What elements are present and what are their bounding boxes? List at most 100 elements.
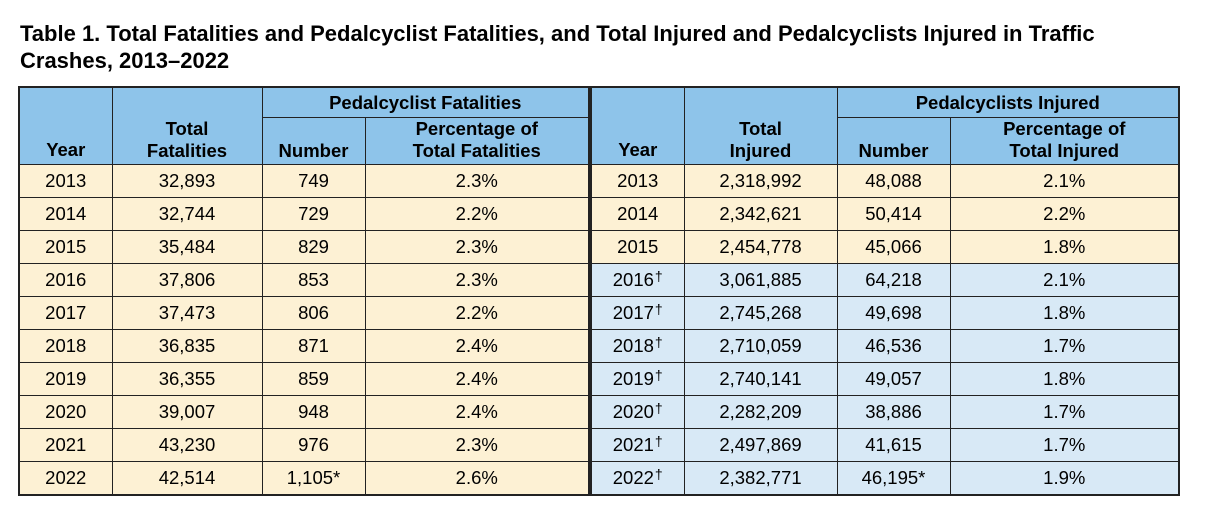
pedalcyclists-injured-number-cell: 49,698 xyxy=(836,296,951,330)
pedalcyclist-fatalities-number-cell: 806 xyxy=(261,296,366,330)
total-fatalities-cell: 37,806 xyxy=(111,263,263,297)
table-row: 2017 37,473 806 2.2% xyxy=(18,296,590,330)
table-row: 2019† 2,740,141 49,057 1.8% xyxy=(590,362,1180,396)
pedalcyclist-fatalities-number-cell: 853 xyxy=(261,263,366,297)
total-fatalities-cell: 32,893 xyxy=(111,164,263,198)
year-value: 2017 xyxy=(612,302,654,323)
pedalcyclist-fatalities-number-cell: 749 xyxy=(261,164,366,198)
year-value: 2020 xyxy=(612,401,654,422)
total-fatalities-cell: 35,484 xyxy=(111,230,263,264)
year-cell: 2020 xyxy=(18,395,113,429)
injured-table: Year Total Injured Pedalcyclists Injured… xyxy=(590,86,1180,496)
year-cell: 2017† xyxy=(590,296,685,330)
year-cell: 2015 xyxy=(18,230,113,264)
total-injured-cell: 2,710,059 xyxy=(683,329,838,363)
table-row: 2022† 2,382,771 46,195* 1.9% xyxy=(590,461,1180,496)
col-year-header: Year xyxy=(18,86,113,165)
table-title: Table 1. Total Fatalities and Pedalcycli… xyxy=(20,21,1095,73)
year-value: 2013 xyxy=(617,170,659,191)
pedalcyclists-injured-pct-cell: 1.7% xyxy=(949,329,1180,363)
year-cell: 2013 xyxy=(18,164,113,198)
pedalcyclists-injured-number-cell: 64,218 xyxy=(836,263,951,297)
col-pct-fatalities-header: Percentage of Total Fatalities xyxy=(364,117,590,165)
year-cell: 2019† xyxy=(590,362,685,396)
pedalcyclist-fatalities-group-header: Pedalcyclist Fatalities xyxy=(261,86,590,118)
fatalities-table: Year Total Fatalities Pedalcyclist Fatal… xyxy=(18,86,590,496)
pedalcyclist-fatalities-number-cell: 871 xyxy=(261,329,366,363)
year-value: 2015 xyxy=(617,236,659,257)
col-pct-injured-header: Percentage of Total Injured xyxy=(949,117,1180,165)
year-cell: 2021† xyxy=(590,428,685,462)
dagger-mark: † xyxy=(654,268,663,284)
total-fatalities-cell: 39,007 xyxy=(111,395,263,429)
year-cell: 2022† xyxy=(590,461,685,496)
col-total-injured-header: Total Injured xyxy=(683,86,838,165)
col-number-header: Number xyxy=(261,117,366,165)
year-value: 2018 xyxy=(612,335,654,356)
pedalcyclists-injured-number-cell: 48,088 xyxy=(836,164,951,198)
total-fatalities-cell: 42,514 xyxy=(111,461,263,496)
dagger-mark: † xyxy=(654,367,663,383)
year-cell: 2021 xyxy=(18,428,113,462)
table-row: 2022 42,514 1,105* 2.6% xyxy=(18,461,590,496)
dagger-mark: † xyxy=(654,334,663,350)
pedalcyclists-injured-pct-cell: 1.9% xyxy=(949,461,1180,496)
pedalcyclists-injured-group-header: Pedalcyclists Injured xyxy=(836,86,1180,118)
dagger-mark: † xyxy=(654,400,663,416)
year-value: 2022 xyxy=(612,467,654,488)
total-fatalities-line1: Total xyxy=(165,118,209,139)
pedalcyclists-injured-number-cell: 41,615 xyxy=(836,428,951,462)
pedalcyclists-injured-pct-cell: 2.1% xyxy=(949,164,1180,198)
pedalcyclists-injured-number-cell: 46,536 xyxy=(836,329,951,363)
dagger-mark: † xyxy=(654,466,663,482)
pct-fatalities-line1: Percentage of xyxy=(415,118,538,139)
total-injured-cell: 3,061,885 xyxy=(683,263,838,297)
table-row: 2013 32,893 749 2.3% xyxy=(18,164,590,198)
year-cell: 2014 xyxy=(590,197,685,231)
pct-fatalities-line2: Total Fatalities xyxy=(412,140,541,161)
table-row: 2014 2,342,621 50,414 2.2% xyxy=(590,197,1180,231)
pedalcyclists-injured-pct-cell: 2.1% xyxy=(949,263,1180,297)
pedalcyclist-fatalities-number-cell: 948 xyxy=(261,395,366,429)
total-fatalities-line2: Fatalities xyxy=(146,140,228,161)
year-cell: 2018 xyxy=(18,329,113,363)
year-cell: 2016 xyxy=(18,263,113,297)
table-row: 2020† 2,282,209 38,886 1.7% xyxy=(590,395,1180,429)
pedalcyclists-injured-number-cell: 46,195* xyxy=(836,461,951,496)
total-injured-cell: 2,454,778 xyxy=(683,230,838,264)
pedalcyclists-injured-number-cell: 50,414 xyxy=(836,197,951,231)
pedalcyclist-fatalities-pct-cell: 2.6% xyxy=(364,461,590,496)
table-row: 2021 43,230 976 2.3% xyxy=(18,428,590,462)
pedalcyclist-fatalities-number-cell: 976 xyxy=(261,428,366,462)
year-value: 2014 xyxy=(617,203,659,224)
table-row: 2017† 2,745,268 49,698 1.8% xyxy=(590,296,1180,330)
pedalcyclists-injured-number-cell: 49,057 xyxy=(836,362,951,396)
total-fatalities-cell: 43,230 xyxy=(111,428,263,462)
year-value: 2016 xyxy=(612,269,654,290)
pedalcyclist-fatalities-pct-cell: 2.3% xyxy=(364,263,590,297)
pedalcyclist-fatalities-pct-cell: 2.3% xyxy=(364,230,590,264)
pedalcyclist-fatalities-number-cell: 729 xyxy=(261,197,366,231)
total-fatalities-cell: 36,835 xyxy=(111,329,263,363)
total-fatalities-cell: 37,473 xyxy=(111,296,263,330)
total-injured-line2: Injured xyxy=(729,140,792,161)
pedalcyclists-injured-pct-cell: 1.8% xyxy=(949,230,1180,264)
year-cell: 2013 xyxy=(590,164,685,198)
pedalcyclist-fatalities-number-cell: 829 xyxy=(261,230,366,264)
table-row: 2016 37,806 853 2.3% xyxy=(18,263,590,297)
total-fatalities-cell: 32,744 xyxy=(111,197,263,231)
pedalcyclists-injured-pct-cell: 2.2% xyxy=(949,197,1180,231)
year-cell: 2014 xyxy=(18,197,113,231)
total-fatalities-cell: 36,355 xyxy=(111,362,263,396)
pedalcyclist-fatalities-pct-cell: 2.4% xyxy=(364,362,590,396)
year-cell: 2015 xyxy=(590,230,685,264)
pedalcyclists-injured-number-cell: 45,066 xyxy=(836,230,951,264)
pct-injured-line2: Total Injured xyxy=(1009,140,1120,161)
pct-injured-line1: Percentage of xyxy=(1003,118,1126,139)
year-value: 2019 xyxy=(612,368,654,389)
col-year-header: Year xyxy=(590,86,685,165)
pedalcyclist-fatalities-number-cell: 1,105* xyxy=(261,461,366,496)
pedalcyclist-fatalities-pct-cell: 2.2% xyxy=(364,197,590,231)
pedalcyclist-fatalities-pct-cell: 2.4% xyxy=(364,329,590,363)
pedalcyclists-injured-pct-cell: 1.8% xyxy=(949,362,1180,396)
